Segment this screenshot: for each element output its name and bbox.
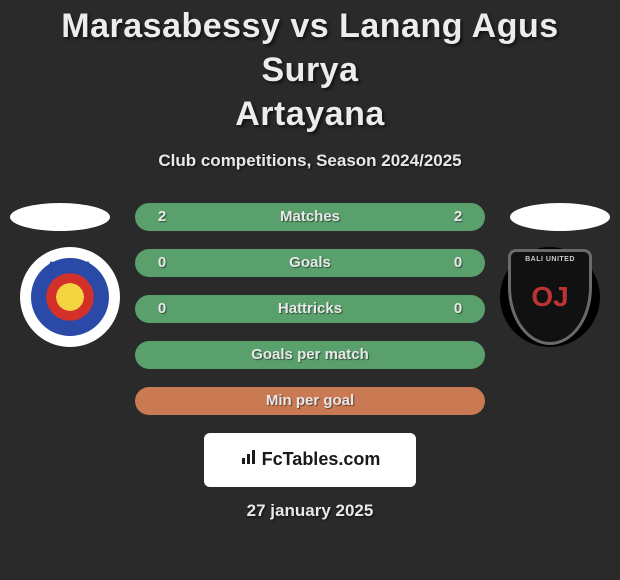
stat-label: Hattricks (278, 300, 342, 317)
stat-label: Goals (289, 254, 331, 271)
title-line-2: Artayana (235, 95, 385, 133)
comparison-body: AREMA BALI UNITED OJ 2 Matches 2 0 Goals… (0, 203, 620, 415)
stat-left-value: 0 (147, 254, 177, 271)
stat-left-value: 0 (147, 300, 177, 317)
bali-crest-monogram: OJ (531, 281, 568, 313)
stat-right-value: 2 (443, 208, 473, 225)
stat-row-goals-per-match: Goals per match (135, 341, 485, 369)
chart-icon (240, 448, 258, 471)
snapshot-date: 27 january 2025 (247, 501, 374, 521)
player-silhouette-left (10, 203, 110, 231)
title-line-1: Marasabessy vs Lanang Agus Surya (61, 7, 558, 89)
stat-label: Matches (280, 208, 340, 225)
stat-label: Goals per match (251, 346, 369, 363)
stat-left-value: 2 (147, 208, 177, 225)
bali-united-crest: BALI UNITED OJ (508, 249, 592, 345)
stat-bars: 2 Matches 2 0 Goals 0 0 Hattricks 0 Goal… (135, 203, 485, 415)
stat-label: Min per goal (266, 392, 354, 409)
attribution-badge: FcTables.com (204, 433, 416, 487)
page-title: Marasabessy vs Lanang Agus Surya Artayan… (30, 4, 590, 137)
team-badge-left: AREMA (20, 247, 120, 347)
attribution-text: FcTables.com (262, 449, 381, 470)
stat-right-value: 0 (443, 300, 473, 317)
stat-right-value: 0 (443, 254, 473, 271)
arema-crest: AREMA (31, 258, 109, 336)
subtitle: Club competitions, Season 2024/2025 (158, 151, 461, 171)
team-badge-right: BALI UNITED OJ (500, 247, 600, 347)
bali-crest-text: BALI UNITED (511, 256, 589, 263)
player-silhouette-right (510, 203, 610, 231)
stat-row-goals: 0 Goals 0 (135, 249, 485, 277)
stat-row-hattricks: 0 Hattricks 0 (135, 295, 485, 323)
stat-row-min-per-goal: Min per goal (135, 387, 485, 415)
stat-row-matches: 2 Matches 2 (135, 203, 485, 231)
comparison-card: Marasabessy vs Lanang Agus Surya Artayan… (0, 0, 620, 580)
arema-crest-text: AREMA (35, 260, 105, 272)
